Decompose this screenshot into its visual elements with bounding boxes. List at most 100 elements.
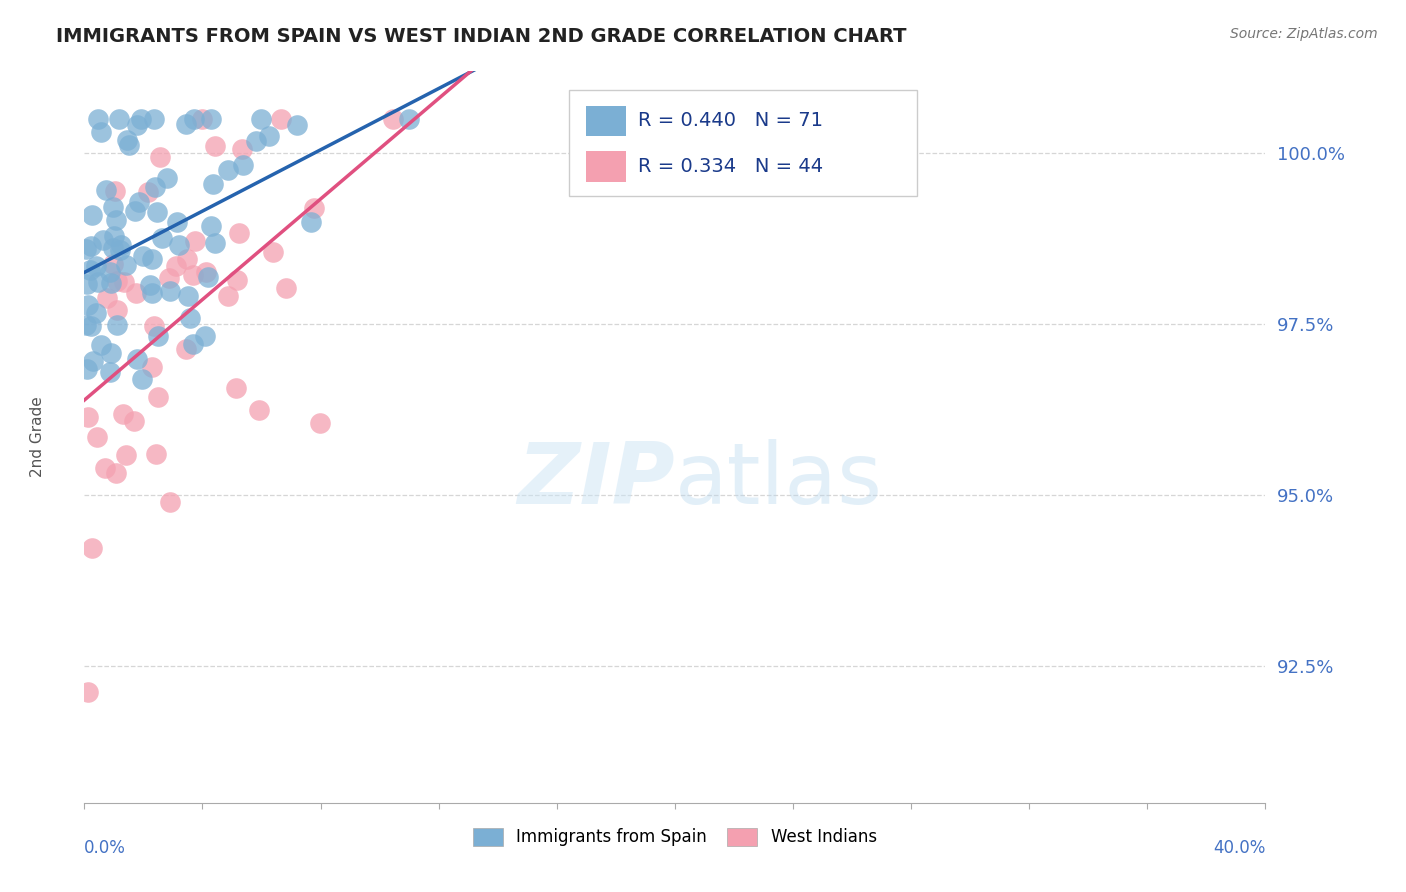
Point bbox=[103, 200, 125, 214]
Point bbox=[103, 229, 125, 244]
Point bbox=[181, 268, 204, 282]
Point bbox=[398, 112, 420, 127]
Point bbox=[231, 142, 253, 156]
Point bbox=[108, 244, 131, 258]
Point bbox=[225, 273, 247, 287]
Text: 0.0%: 0.0% bbox=[84, 839, 127, 857]
Point bbox=[183, 112, 205, 127]
Point bbox=[159, 284, 181, 298]
Point bbox=[94, 183, 117, 197]
Point bbox=[176, 117, 198, 131]
Point bbox=[177, 288, 200, 302]
Point bbox=[270, 112, 292, 127]
Point bbox=[191, 112, 214, 127]
Text: R = 0.440   N = 71: R = 0.440 N = 71 bbox=[638, 112, 824, 130]
Point bbox=[166, 215, 188, 229]
Point bbox=[143, 112, 166, 127]
Point bbox=[176, 252, 198, 266]
Point bbox=[118, 138, 141, 153]
Point bbox=[217, 289, 239, 303]
Point bbox=[145, 447, 167, 461]
Point bbox=[232, 158, 254, 172]
Point bbox=[87, 112, 110, 127]
Point bbox=[165, 259, 187, 273]
Point bbox=[82, 354, 104, 368]
Point bbox=[80, 319, 103, 334]
Point bbox=[131, 372, 153, 386]
Text: atlas: atlas bbox=[675, 440, 883, 523]
Point bbox=[250, 112, 273, 127]
Point bbox=[75, 318, 97, 332]
Point bbox=[75, 242, 97, 256]
Point bbox=[127, 118, 149, 132]
Point bbox=[112, 275, 135, 289]
Point bbox=[139, 277, 162, 292]
Point bbox=[181, 337, 204, 351]
FancyBboxPatch shape bbox=[568, 90, 917, 195]
Point bbox=[93, 460, 115, 475]
Point bbox=[77, 298, 100, 312]
Point bbox=[104, 467, 127, 481]
Point bbox=[217, 162, 239, 177]
Point bbox=[128, 195, 150, 210]
Point bbox=[204, 236, 226, 251]
Point bbox=[194, 329, 217, 343]
Point bbox=[105, 303, 128, 318]
Point bbox=[76, 277, 98, 291]
Point bbox=[100, 276, 122, 290]
Point bbox=[108, 112, 131, 127]
Point bbox=[84, 306, 107, 320]
Point bbox=[124, 204, 146, 219]
Point bbox=[287, 118, 309, 132]
Point bbox=[299, 215, 322, 229]
Point bbox=[115, 258, 138, 272]
Point bbox=[122, 414, 145, 428]
Point bbox=[105, 212, 128, 227]
Point bbox=[86, 430, 108, 444]
Point bbox=[146, 205, 169, 219]
Point bbox=[104, 184, 127, 198]
Point bbox=[179, 310, 201, 325]
Point bbox=[80, 238, 103, 252]
Point bbox=[202, 177, 225, 191]
Legend: Immigrants from Spain, West Indians: Immigrants from Spain, West Indians bbox=[467, 821, 883, 853]
Point bbox=[136, 185, 159, 199]
Point bbox=[204, 139, 226, 153]
Point bbox=[194, 265, 217, 279]
FancyBboxPatch shape bbox=[586, 151, 627, 182]
Point bbox=[105, 274, 128, 288]
Text: R = 0.334   N = 44: R = 0.334 N = 44 bbox=[638, 157, 824, 176]
Point bbox=[91, 233, 114, 247]
Point bbox=[117, 133, 139, 147]
Point bbox=[125, 286, 148, 301]
Point bbox=[143, 180, 166, 194]
Point bbox=[184, 234, 207, 248]
Point bbox=[197, 269, 219, 284]
Point bbox=[159, 495, 181, 509]
Point bbox=[101, 257, 124, 271]
Point bbox=[141, 360, 163, 375]
Point bbox=[157, 270, 180, 285]
Point bbox=[127, 352, 149, 367]
Point bbox=[86, 275, 108, 289]
Point bbox=[90, 338, 112, 352]
Point bbox=[111, 407, 134, 421]
Point bbox=[77, 410, 100, 425]
Point bbox=[80, 541, 103, 556]
Point bbox=[247, 403, 270, 417]
Point bbox=[98, 365, 121, 379]
Text: IMMIGRANTS FROM SPAIN VS WEST INDIAN 2ND GRADE CORRELATION CHART: IMMIGRANTS FROM SPAIN VS WEST INDIAN 2ND… bbox=[56, 27, 907, 45]
Point bbox=[174, 342, 197, 356]
Point bbox=[98, 265, 121, 279]
Point bbox=[200, 219, 222, 233]
Point bbox=[274, 281, 297, 295]
Text: ZIP: ZIP bbox=[517, 440, 675, 523]
Point bbox=[110, 238, 132, 252]
Point bbox=[101, 241, 124, 255]
Point bbox=[245, 135, 267, 149]
Point bbox=[141, 252, 163, 266]
Text: 2nd Grade: 2nd Grade bbox=[30, 397, 45, 477]
Point bbox=[80, 208, 103, 222]
Point bbox=[132, 249, 155, 263]
Point bbox=[77, 684, 100, 698]
